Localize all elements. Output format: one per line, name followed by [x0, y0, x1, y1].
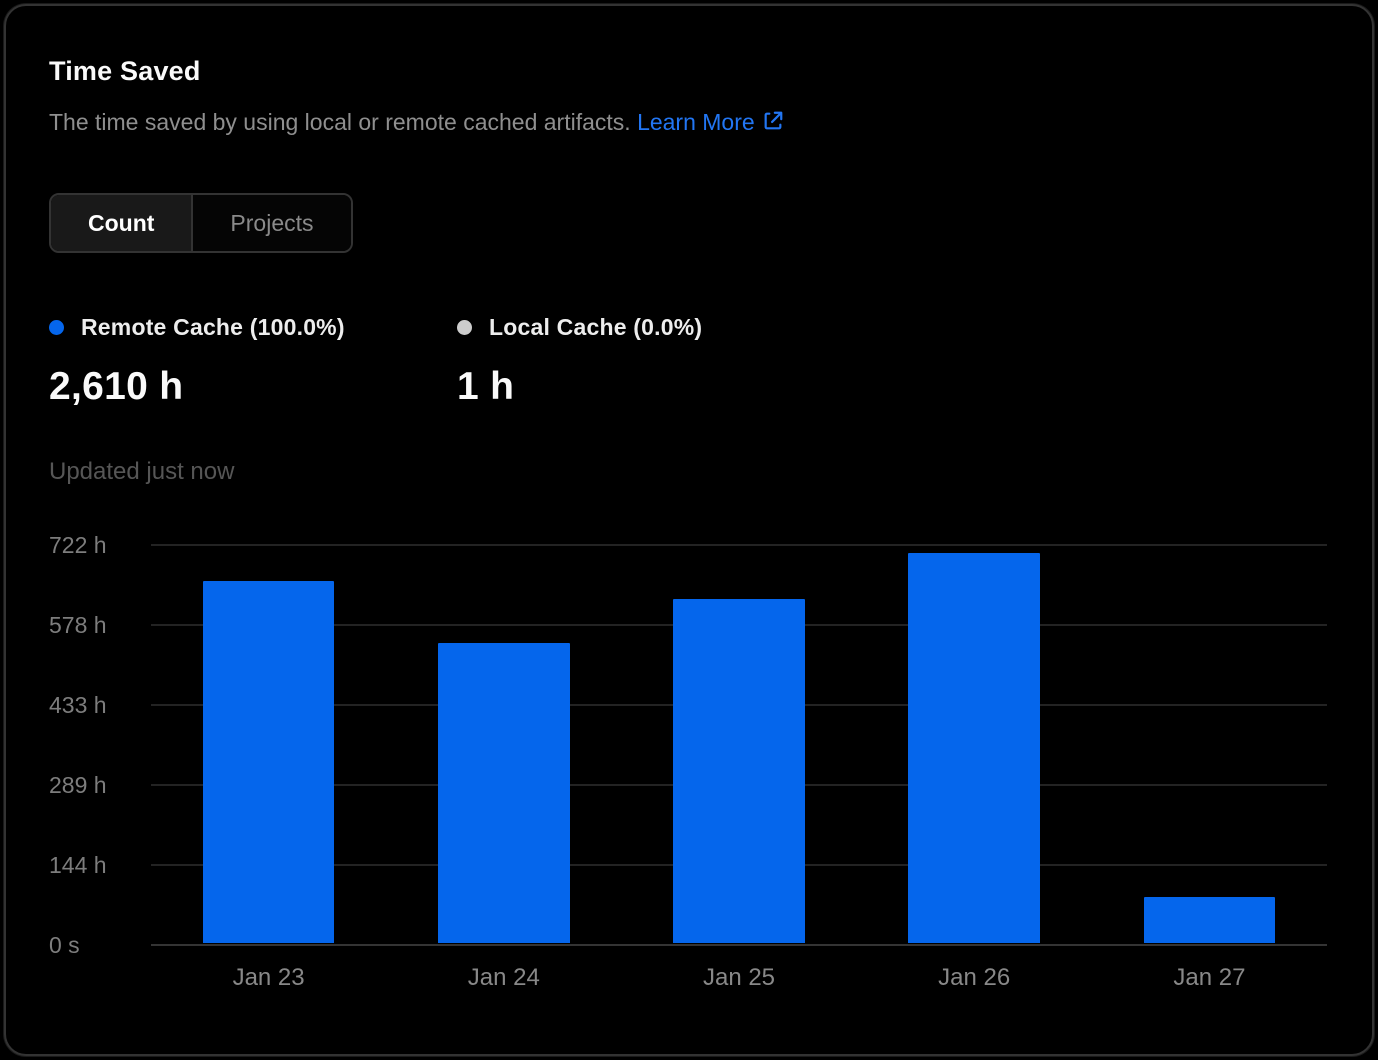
time-saved-card: Time Saved The time saved by using local…	[4, 4, 1374, 1056]
card-description: The time saved by using local or remote …	[49, 108, 1327, 138]
bar-jan-26[interactable]	[908, 552, 1041, 943]
legend: Remote Cache (100.0%) Local Cache (0.0%)	[49, 314, 1327, 341]
y-axis-label: 722 h	[49, 532, 107, 558]
tab-projects[interactable]: Projects	[191, 195, 351, 251]
y-axis-label: 578 h	[49, 611, 107, 638]
bar-jan-25[interactable]	[673, 599, 805, 943]
bar-chart: Jan 23 Jan 24 Jan 25 Jan 26 Jan 27 722 h 578 …	[49, 520, 1327, 992]
external-link-icon	[762, 110, 784, 138]
x-axis-label: Jan 27	[1173, 964, 1246, 991]
bar-band	[621, 544, 856, 943]
metric-values: 2,610 h 1 h	[49, 365, 1327, 409]
x-axis-label: Jan 26	[938, 964, 1011, 991]
local-cache-dot-icon	[457, 320, 472, 335]
y-axis-label: 433 h	[49, 692, 107, 719]
remote-cache-dot-icon	[49, 320, 64, 335]
bar-band	[151, 544, 386, 943]
description-text: The time saved by using local or remote …	[49, 109, 631, 135]
bar-series	[151, 544, 1327, 943]
y-axis-label: 144 h	[49, 852, 107, 879]
updated-status: Updated just now	[49, 458, 235, 485]
x-axis-label: Jan 25	[702, 964, 776, 991]
local-cache-value: 1 h	[457, 365, 515, 408]
bar-jan-27[interactable]	[1143, 896, 1276, 943]
bar-band	[386, 544, 621, 943]
local-cache-label: Local Cache (0.0%)	[489, 314, 703, 340]
view-mode-toggle: Count Projects	[49, 193, 353, 253]
grid-line	[151, 544, 1327, 546]
learn-more-label: Learn More	[637, 109, 755, 135]
y-axis-label: 0 s	[49, 932, 80, 958]
tab-count[interactable]: Count	[51, 195, 192, 251]
remote-cache-label: Remote Cache (100.0%)	[81, 314, 345, 340]
page-title: Time Saved	[49, 56, 201, 86]
bar-band	[857, 544, 1092, 943]
legend-item-local-cache[interactable]: Local Cache (0.0%)	[457, 314, 1327, 341]
x-axis: Jan 23 Jan 24 Jan 25 Jan 26 Jan 27	[151, 964, 1327, 992]
x-axis-label: Jan 23	[232, 964, 305, 991]
bar-band	[1092, 544, 1327, 943]
grid-line	[151, 944, 1327, 946]
remote-cache-value: 2,610 h	[49, 365, 184, 408]
y-axis-label: 289 h	[49, 771, 107, 798]
x-axis-label: Jan 24	[467, 964, 540, 991]
plot-area	[151, 544, 1327, 946]
legend-item-remote-cache[interactable]: Remote Cache (100.0%)	[49, 314, 457, 341]
bar-jan-23[interactable]	[202, 581, 335, 943]
learn-more-link[interactable]: Learn More	[637, 109, 784, 135]
bar-jan-24[interactable]	[437, 642, 570, 943]
